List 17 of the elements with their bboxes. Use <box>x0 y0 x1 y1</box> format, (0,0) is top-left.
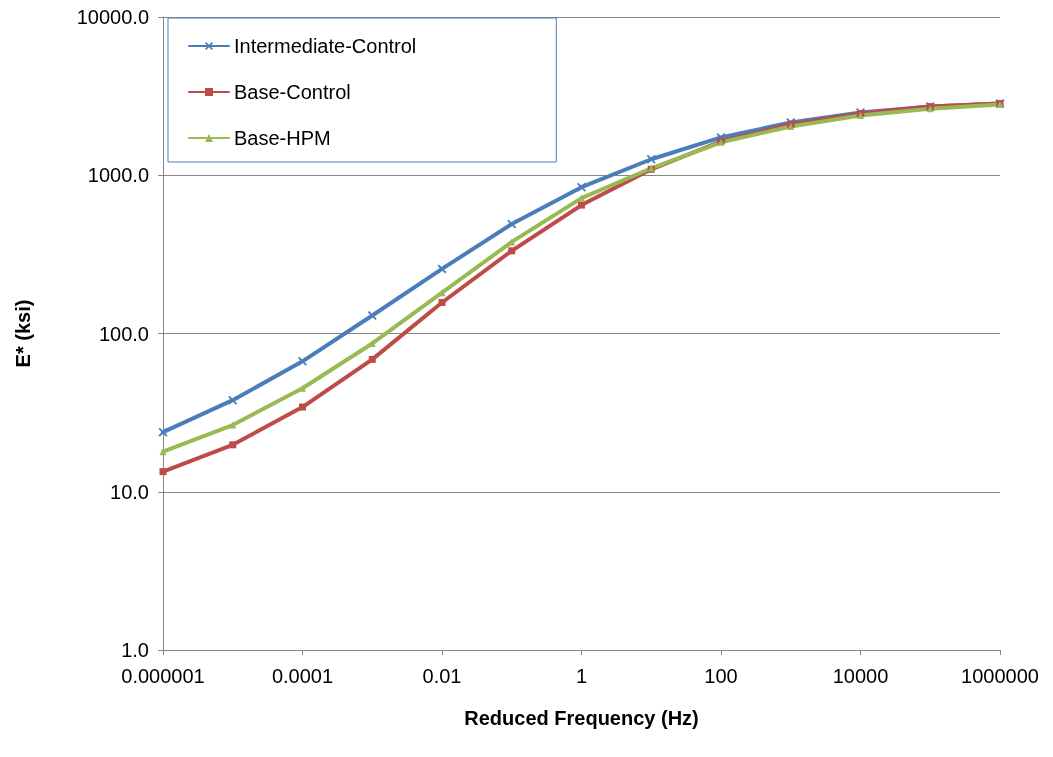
legend-label: Base-Control <box>234 81 351 103</box>
x-tick-label: 1 <box>575 665 588 687</box>
legend-label: Base-HPM <box>234 127 331 149</box>
y-tick-label: 10.0 <box>110 480 149 503</box>
x-tick-label: 0.0001 <box>271 665 334 687</box>
x-axis-title: Reduced Frequency (Hz) <box>464 707 699 729</box>
x-tick-label: 0.01 <box>422 665 462 687</box>
y-axis-title: E* (ksi) <box>12 299 34 368</box>
x-tick-label: 0.000001 <box>121 665 205 687</box>
x-tick-label: 100 <box>704 665 738 687</box>
y-tick-label: 100.0 <box>98 322 149 345</box>
y-tick-label: 10000.0 <box>76 6 149 28</box>
x-tick-label: 1000000 <box>961 665 1039 687</box>
legend-label: Intermediate-Control <box>234 35 417 57</box>
y-tick-label: 1.0 <box>121 639 149 661</box>
x-tick-label: 10000 <box>832 665 889 687</box>
y-tick-label: 1000.0 <box>87 164 149 187</box>
